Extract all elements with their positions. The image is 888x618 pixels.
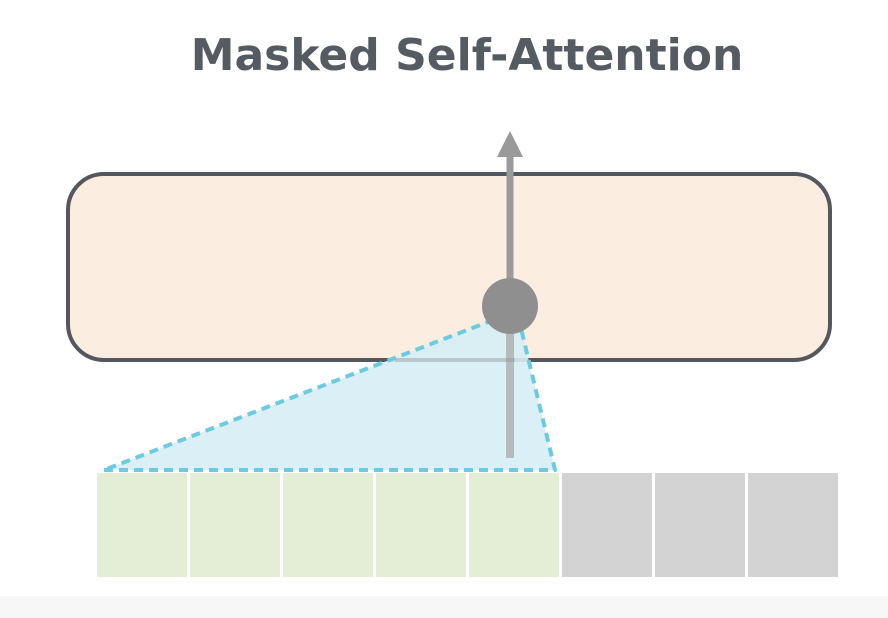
visible-token: [376, 473, 466, 577]
visible-token: [469, 473, 559, 577]
visible-token: [283, 473, 373, 577]
attention-layer-box: [66, 172, 832, 362]
output-arrow-head: [497, 131, 523, 157]
attention-node: [482, 278, 538, 334]
visible-token: [97, 473, 187, 577]
masked-token: [655, 473, 745, 577]
masked-token: [748, 473, 838, 577]
masked-token: [562, 473, 652, 577]
visible-token: [190, 473, 280, 577]
bottom-strip: [0, 596, 888, 618]
token-row: [97, 468, 838, 577]
diagram-title: Masked Self-Attention: [190, 30, 744, 81]
